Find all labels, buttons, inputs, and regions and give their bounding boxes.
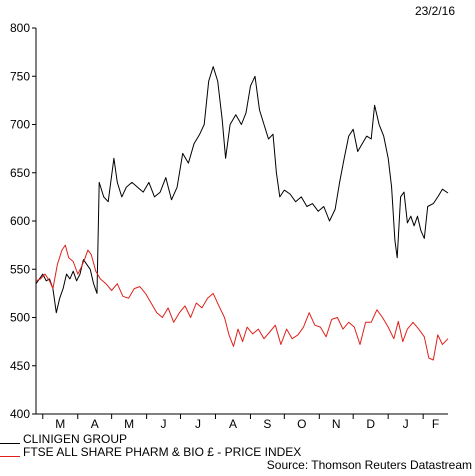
x-tick-label: F xyxy=(432,417,439,431)
x-tick-label: N xyxy=(332,417,341,431)
x-tick-label: S xyxy=(263,417,271,431)
x-tick-label: D xyxy=(366,417,375,431)
source-note: Source: Thomson Reuters Datastream xyxy=(266,458,472,472)
x-tick-label: M xyxy=(124,417,134,431)
legend-label-clinigen: CLINIGEN GROUP xyxy=(23,432,128,446)
x-tick-label: A xyxy=(91,417,99,431)
x-tick-label: A xyxy=(229,417,237,431)
y-tick-label: 600 xyxy=(10,214,30,228)
y-tick-label: 750 xyxy=(10,69,30,83)
x-tick-label: O xyxy=(297,417,306,431)
x-tick-label: M xyxy=(55,417,65,431)
date-label: 23/2/16 xyxy=(414,4,455,18)
y-tick-label: 500 xyxy=(10,311,30,325)
y-tick-label: 700 xyxy=(10,118,30,132)
legend-item-ftse: FTSE ALL SHARE PHARM & BIO £ - PRICE IND… xyxy=(0,445,301,459)
legend-swatch-ftse xyxy=(0,456,20,458)
legend-swatch-clinigen xyxy=(0,443,20,445)
chart-axes: 400 450 500 550 600 650 700 750 800 M A M J J A S O N D J F xyxy=(10,21,448,431)
legend-item-clinigen: CLINIGEN GROUP xyxy=(0,432,127,446)
x-tick-label: J xyxy=(403,417,409,431)
chart-series xyxy=(35,66,449,361)
series-line-ftse-pharm-bio xyxy=(35,244,449,361)
y-tick-label: 400 xyxy=(10,407,30,421)
y-tick-label: 550 xyxy=(10,262,30,276)
legend-label-ftse: FTSE ALL SHARE PHARM & BIO £ - PRICE IND… xyxy=(23,445,302,459)
series-line-clinigen xyxy=(35,66,449,314)
y-tick-label: 650 xyxy=(10,166,30,180)
x-tick-label: J xyxy=(161,417,167,431)
x-tick-label: J xyxy=(195,417,201,431)
y-tick-label: 450 xyxy=(10,359,30,373)
y-tick-label: 800 xyxy=(10,21,30,35)
